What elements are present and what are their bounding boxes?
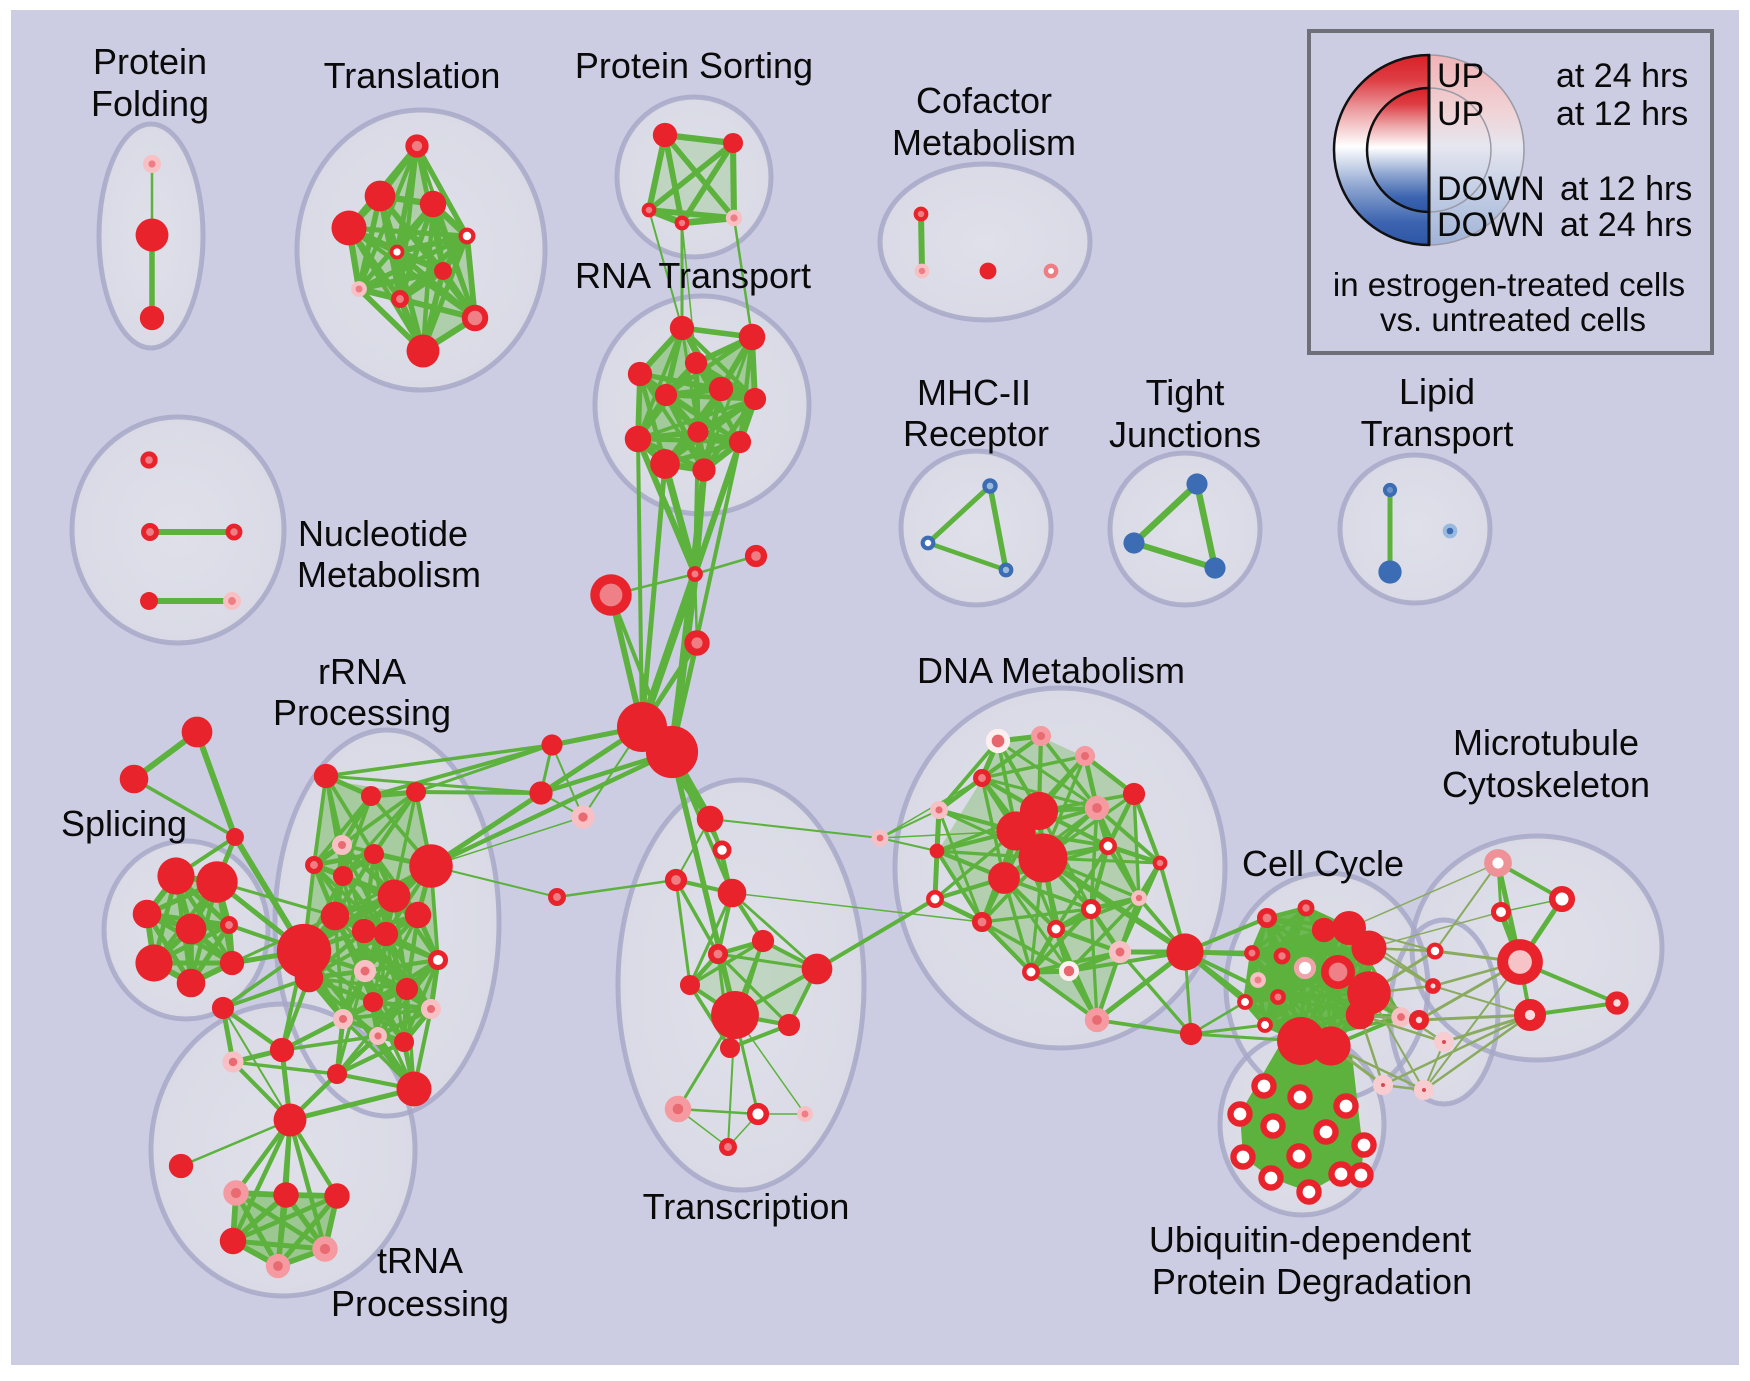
svg-text:UP: UP — [1437, 57, 1484, 95]
svg-text:Metabolism: Metabolism — [297, 554, 481, 595]
svg-text:tRNA: tRNA — [377, 1240, 463, 1281]
svg-text:at 24 hrs: at 24 hrs — [1560, 206, 1692, 244]
svg-text:Ubiquitin-dependent: Ubiquitin-dependent — [1149, 1219, 1471, 1260]
svg-text:Processing: Processing — [273, 692, 451, 733]
svg-text:Cytoskeleton: Cytoskeleton — [1442, 764, 1650, 805]
svg-text:Microtubule: Microtubule — [1453, 722, 1639, 763]
svg-text:UP: UP — [1437, 95, 1484, 133]
svg-text:at 24 hrs: at 24 hrs — [1556, 57, 1688, 95]
svg-text:DOWN: DOWN — [1437, 206, 1545, 244]
svg-text:Transport: Transport — [1361, 413, 1514, 454]
svg-text:Receptor: Receptor — [903, 413, 1049, 454]
svg-text:DOWN: DOWN — [1437, 170, 1545, 208]
svg-text:RNA Transport: RNA Transport — [575, 255, 811, 296]
svg-text:DNA Metabolism: DNA Metabolism — [917, 650, 1185, 691]
svg-text:Protein Sorting: Protein Sorting — [575, 45, 813, 86]
svg-text:Cell Cycle: Cell Cycle — [1242, 843, 1404, 884]
svg-text:in estrogen-treated cells: in estrogen-treated cells — [1333, 266, 1685, 303]
svg-text:vs. untreated cells: vs. untreated cells — [1380, 301, 1646, 338]
svg-text:Folding: Folding — [91, 83, 209, 124]
svg-text:MHC-II: MHC-II — [917, 372, 1031, 413]
svg-text:Splicing: Splicing — [61, 803, 187, 844]
svg-text:Processing: Processing — [331, 1283, 509, 1324]
svg-text:Tight: Tight — [1146, 372, 1225, 413]
svg-text:Cofactor: Cofactor — [916, 80, 1052, 121]
svg-text:at 12 hrs: at 12 hrs — [1560, 170, 1692, 208]
svg-text:Metabolism: Metabolism — [892, 122, 1076, 163]
svg-text:rRNA: rRNA — [318, 651, 406, 692]
svg-text:at 12 hrs: at 12 hrs — [1556, 95, 1688, 133]
svg-text:Lipid: Lipid — [1399, 371, 1475, 412]
svg-text:Protein: Protein — [93, 41, 207, 82]
svg-text:Transcription: Transcription — [643, 1186, 850, 1227]
svg-text:Translation: Translation — [324, 55, 501, 96]
svg-text:Nucleotide: Nucleotide — [298, 513, 468, 554]
svg-text:Junctions: Junctions — [1109, 414, 1261, 455]
svg-text:Protein Degradation: Protein Degradation — [1152, 1261, 1472, 1302]
